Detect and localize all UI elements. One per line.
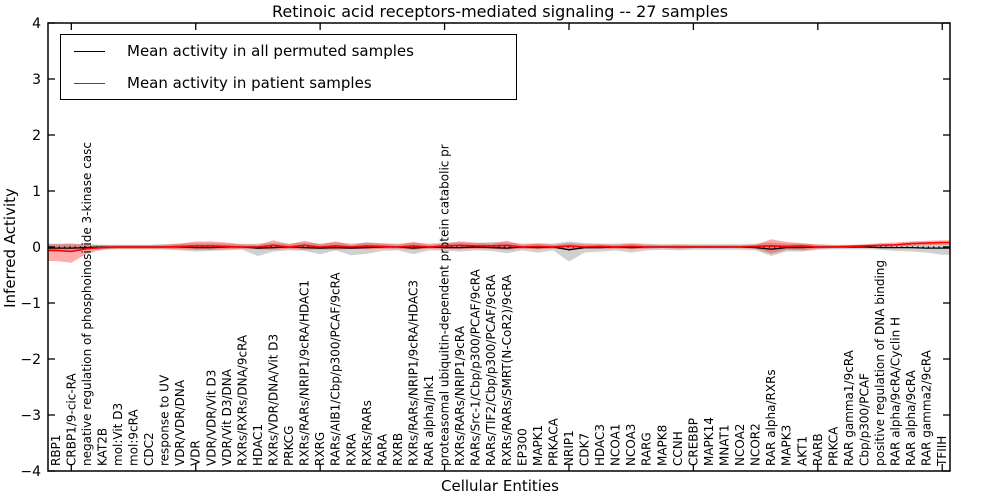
entity-label: RXRs/RARs	[360, 400, 374, 466]
entity-label: RAR alpha/9cRA	[904, 369, 918, 466]
entity-label: NCOA2	[733, 424, 747, 466]
y-tick-label: 0	[32, 240, 41, 256]
y-tick-label: 2	[32, 128, 41, 144]
entity-label: VDR	[189, 440, 203, 466]
legend-label: Mean activity in all permuted samples	[127, 42, 414, 60]
permuted-mean-line	[48, 246, 950, 251]
entity-label: TFIIH	[935, 436, 949, 467]
entity-label: RXRB	[391, 433, 405, 466]
entity-label: mol:Vit D3	[111, 403, 125, 466]
entity-label: RARB	[811, 433, 825, 466]
entity-label: VDR/Vit D3/DNA	[220, 368, 234, 466]
entity-label: VDR/VDR/DNA	[173, 379, 187, 466]
entity-label: CRBP1/9-cic-RA	[64, 372, 78, 466]
entity-label: AKT1	[795, 436, 809, 466]
patient-line-icon	[74, 82, 105, 84]
y-tick-label: −4	[20, 464, 41, 480]
entity-label: RBP1	[49, 435, 63, 466]
entity-label: HDAC3	[593, 424, 607, 466]
entity-label: MAPK3	[780, 425, 794, 466]
entity-label: RARs/TIF2/Cbp/p300/PCAF/9cRA	[484, 274, 498, 466]
entity-label: RARs/AIB1/Cbp/p300/PCAF/9cRA	[329, 272, 343, 466]
y-tick-label: 3	[32, 72, 41, 88]
entity-label: MNAT1	[718, 424, 732, 466]
entity-label: mol:9cRA	[127, 409, 141, 466]
entity-label: RAR gamma2/9cRA	[920, 349, 934, 466]
entity-label: PRKCG	[282, 426, 296, 466]
entity-label: RXRG	[313, 432, 327, 466]
entity-label: VDR/VDR/Vit D3	[204, 370, 218, 466]
legend: Mean activity in all permuted samples Me…	[60, 34, 517, 100]
entity-label: CREBBP	[686, 418, 700, 466]
y-tick-label: −1	[20, 296, 41, 312]
entity-label: RAR alpha/9cRA/Cyclin H	[889, 317, 903, 466]
entity-label: RXRs/RARs/NRIP1/9cRA/HDAC1	[298, 280, 312, 466]
patient-mean-line	[48, 241, 950, 253]
entity-label: RXRs/RXRs/DNA/9cRA	[235, 334, 249, 466]
y-tick-label: 4	[32, 16, 41, 32]
entity-label: NCOA1	[609, 424, 623, 466]
x-axis-label: Cellular Entities	[441, 477, 559, 495]
entity-label: RXRs/RARs/NRIP1/9cRA	[453, 325, 467, 466]
entity-label: response to UV	[158, 374, 172, 466]
legend-item-patient: Mean activity in patient samples	[61, 70, 516, 96]
axis-frame	[47, 22, 951, 472]
entity-label: MAPK1	[531, 425, 545, 466]
entity-label: CCNH	[671, 431, 685, 466]
entity-label: MAPK14	[702, 417, 716, 466]
entity-label: RAR gamma1/9cRA	[842, 349, 856, 466]
entity-label: CDK7	[578, 433, 592, 466]
entity-label: RAR alpha/Jnk1	[422, 375, 436, 466]
entity-label: RXRs/RARs/SMRT(N-CoR2)/9cRA	[500, 274, 514, 466]
entity-label: negative regulation of phosphoinositide …	[80, 142, 94, 466]
entity-label: RXRA	[344, 433, 358, 466]
y-tick-label: −3	[20, 408, 41, 424]
entity-label: PRKACA	[546, 417, 560, 466]
entity-label: RXRs/VDR/DNA/Vit D3	[267, 334, 281, 466]
chart-title: Retinoic acid receptors-mediated signali…	[271, 2, 729, 21]
entity-label: NRIP1	[562, 430, 576, 466]
entity-label: CDC2	[142, 432, 156, 466]
entity-label: RAR alpha/RXRs	[764, 369, 778, 466]
entity-label: EP300	[515, 428, 529, 466]
y-tick-label: 1	[32, 184, 41, 200]
permuted-line-icon	[74, 50, 105, 52]
entity-label: NCOA3	[624, 424, 638, 466]
entity-label: NCOR2	[749, 423, 763, 466]
entity-label: RXRs/RARs/NRIP1/9cRA/HDAC3	[407, 280, 421, 466]
entity-label: RARA	[375, 433, 389, 466]
legend-label: Mean activity in patient samples	[127, 74, 372, 92]
entity-label: RARG	[640, 432, 654, 466]
entity-label: Cbp/p300/PCAF	[858, 373, 872, 466]
entity-label: RARs/Src-1/Cbp/p300/PCAF/9cRA	[469, 268, 483, 466]
entity-label: positive regulation of DNA binding	[873, 260, 887, 466]
entity-label: HDAC1	[251, 424, 265, 466]
entity-label: MAPK8	[655, 425, 669, 466]
y-tick-label: −2	[20, 352, 41, 368]
entity-label: proteasomal ubiquitin-dependent protein …	[438, 144, 452, 466]
legend-item-permuted: Mean activity in all permuted samples	[61, 38, 516, 64]
entity-label: PRKCA	[826, 426, 840, 466]
entity-label: KAT2B	[95, 428, 109, 466]
